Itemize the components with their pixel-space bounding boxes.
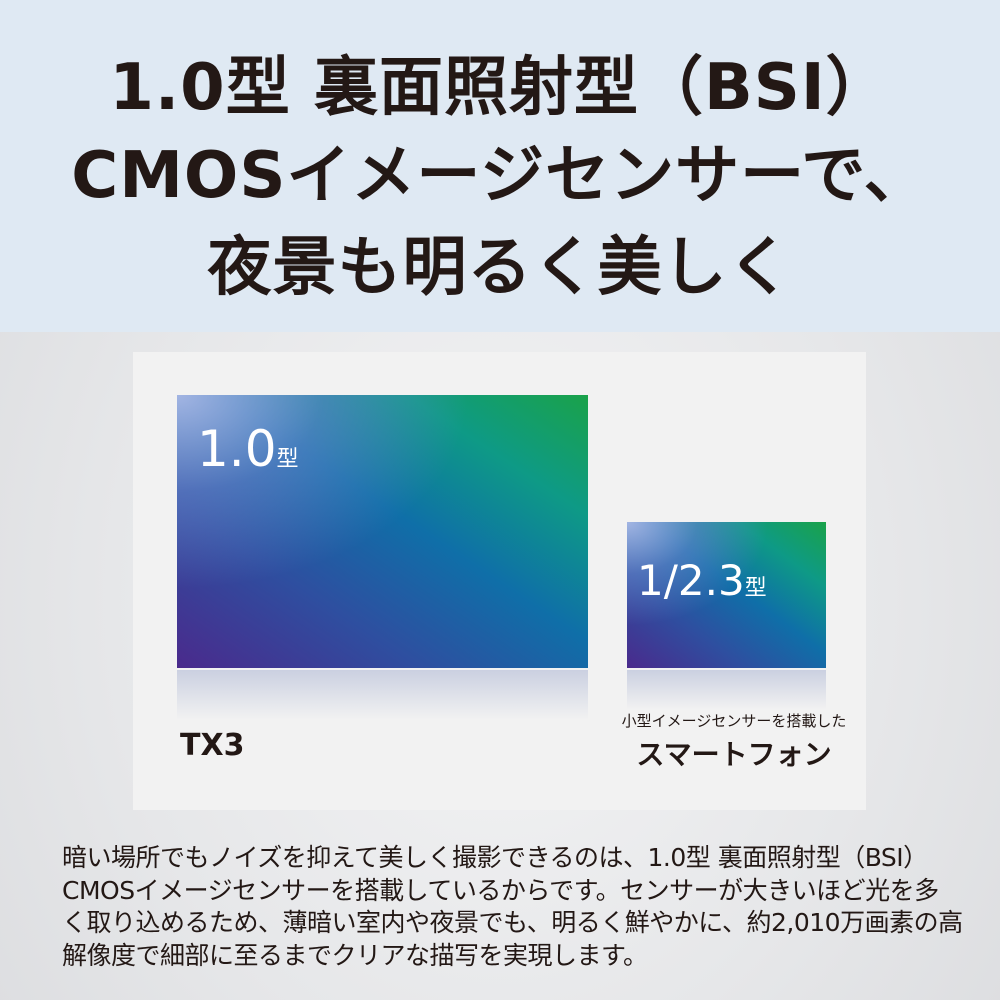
headline-line-3: 夜景も明るく美しく: [207, 231, 793, 305]
small-sensor-size-label: 1/2.3型: [637, 556, 767, 605]
small-sensor-caption: 小型イメージセンサーを搭載した: [621, 712, 847, 730]
large-sensor-name: TX3: [180, 728, 245, 763]
description-line: 解像度で細部に至るまでクリアな描写を実現します。: [62, 940, 648, 970]
headline-line-1: 1.0型 裏面照射型（BSI）: [109, 51, 891, 125]
large-sensor-size-label: 1.0型: [197, 420, 299, 478]
large-sensor-graphic: [177, 395, 588, 668]
headline-line-2: CMOSイメージセンサーで、: [71, 139, 929, 213]
small-sensor-graphic: [627, 522, 826, 668]
small-sensor-reflection: [627, 670, 826, 710]
headline-band: [0, 0, 1000, 332]
small-sensor-name: スマートフォン: [636, 738, 832, 771]
description-line: CMOSイメージセンサーを搭載しているからです。センサーが大きいほど光を多: [62, 875, 939, 905]
description-text: 暗い場所でもノイズを抑えて美しく撮影できるのは、1.0型 裏面照射型（BSI） …: [62, 842, 963, 972]
description-line: く取り込めるため、薄暗い室内や夜景でも、明るく鮮やかに、約2,010万画素の高: [62, 908, 963, 937]
large-sensor-reflection: [177, 670, 588, 720]
description-line: 暗い場所でもノイズを抑えて美しく撮影できるのは、1.0型 裏面照射型（BSI）: [62, 843, 928, 872]
